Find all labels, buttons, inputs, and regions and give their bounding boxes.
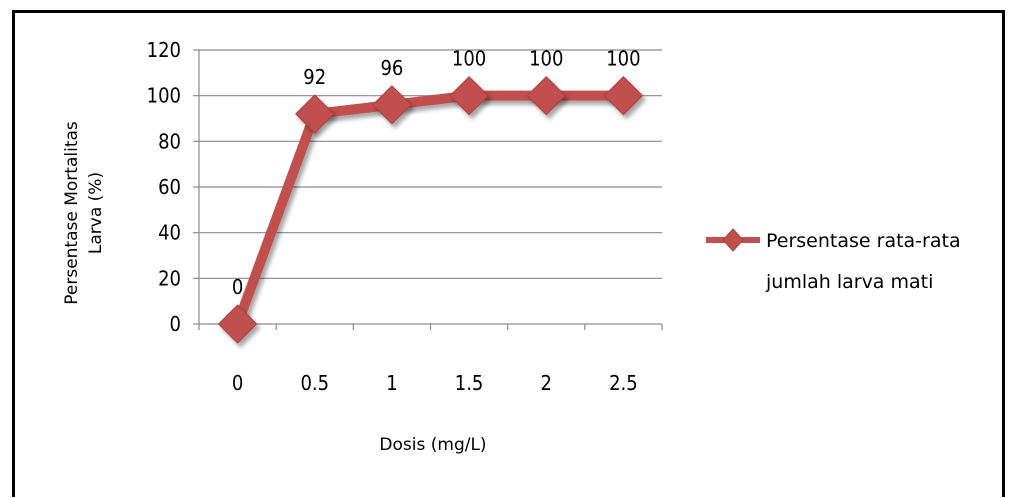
legend-label-line-2: jumlah larva mati	[765, 271, 933, 293]
x-tick-labels: 0 0.5 1 1.5 2 2.5	[232, 371, 638, 395]
data-labels: 0 92 96 100 100 100	[232, 47, 641, 299]
data-point-marker	[526, 75, 566, 116]
y-tick-label: 100	[147, 84, 181, 108]
y-axis-title-line-1: Persentase Mortalitas	[62, 121, 82, 305]
data-point-marker	[217, 304, 258, 344]
y-tick-label: 80	[158, 129, 181, 153]
y-axis-title-line-2: Larva (%)	[86, 172, 106, 254]
data-point-marker	[372, 85, 412, 125]
y-tick-label: 20	[158, 266, 181, 290]
data-label: 0	[232, 275, 243, 299]
data-point-marker	[603, 75, 644, 116]
y-tick-labels: 0 20 40 60 80 100 120	[147, 38, 181, 336]
x-tick-label: 2.5	[609, 371, 638, 395]
data-label: 96	[380, 56, 403, 80]
data-label: 100	[606, 47, 640, 71]
data-label: 100	[529, 47, 563, 71]
data-point-marker	[295, 94, 335, 134]
x-tick-label: 1	[386, 371, 397, 395]
legend-marker-swatch	[722, 228, 744, 252]
y-tick-label: 0	[170, 312, 181, 336]
series-markers	[217, 75, 644, 344]
y-tick-label: 40	[158, 221, 181, 245]
x-axis-title: Dosis (mg/L)	[379, 435, 486, 455]
legend-label-line-1: Persentase rata-rata	[766, 230, 961, 252]
series-line-path	[232, 90, 629, 329]
x-tick-label: 1.5	[455, 371, 484, 395]
series-line	[232, 90, 629, 329]
data-label: 100	[452, 47, 486, 71]
x-tick-label: 0.5	[300, 371, 329, 395]
axes	[193, 49, 663, 330]
y-tick-label: 60	[158, 175, 181, 199]
data-label: 92	[303, 65, 326, 89]
x-tick-label: 2	[541, 371, 552, 395]
y-tick-label: 120	[147, 38, 181, 62]
y-axis-title: Persentase Mortalitas Larva (%)	[62, 121, 106, 305]
data-point-marker	[449, 75, 489, 116]
x-tick-label: 0	[232, 371, 243, 395]
legend: Persentase rata-rata jumlah larva mati	[706, 228, 961, 293]
